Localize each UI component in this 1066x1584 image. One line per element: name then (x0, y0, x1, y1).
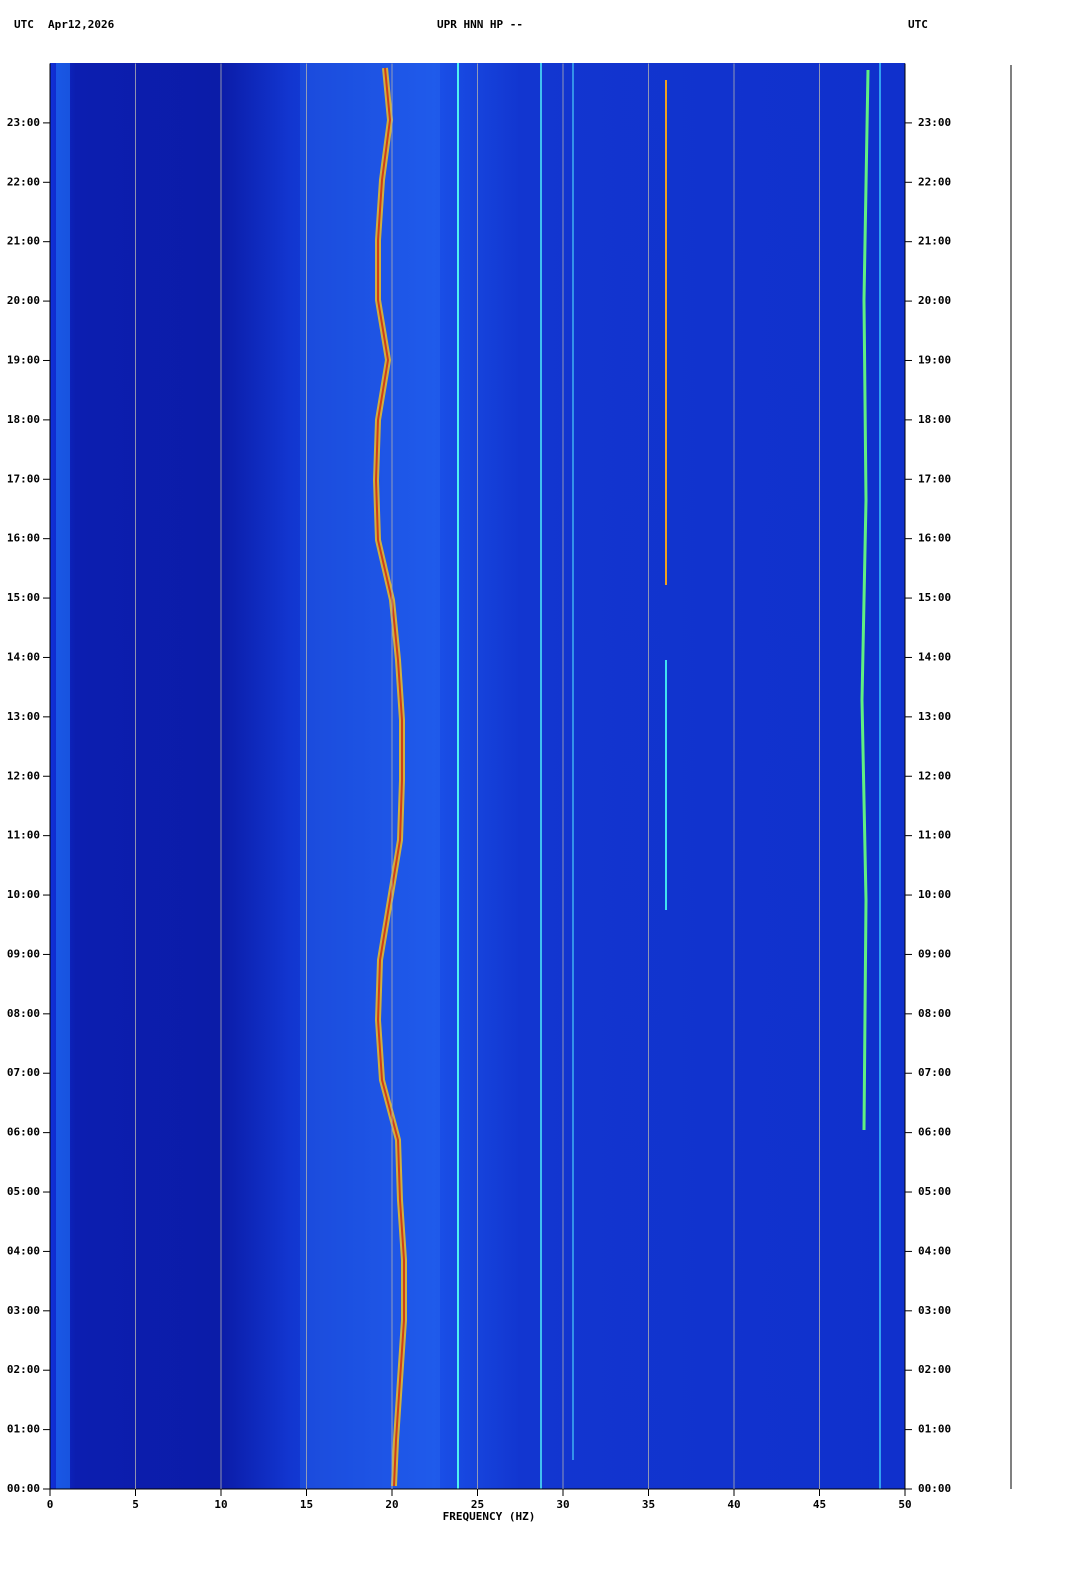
x-tick-label: 40 (727, 1498, 740, 1511)
y-tick-label: 05:00 (7, 1185, 40, 1198)
spectral-band (374, 67, 405, 1487)
x-tick-label: 35 (642, 1498, 655, 1511)
y-tick-label: 01:00 (918, 1423, 951, 1436)
y-tick-label: 03:00 (7, 1304, 40, 1317)
x-tick-label: 25 (471, 1498, 484, 1511)
y-tick-label: 00:00 (7, 1482, 40, 1495)
y-tick-label: 13:00 (918, 710, 951, 723)
x-tick-label: 45 (813, 1498, 826, 1511)
y-tick-label: 18:00 (7, 413, 40, 426)
y-tick-label: 15:00 (918, 591, 951, 604)
y-tick-label: 17:00 (7, 472, 40, 485)
x-tick-label: 50 (898, 1498, 911, 1511)
y-tick-label: 02:00 (7, 1363, 40, 1376)
y-tick-label: 18:00 (918, 413, 951, 426)
y-tick-label: 20:00 (7, 294, 40, 307)
y-tick-label: 15:00 (7, 591, 40, 604)
y-tick-label: 10:00 (918, 888, 951, 901)
y-tick-label: 14:00 (918, 650, 951, 663)
y-tick-label: 08:00 (918, 1007, 951, 1020)
y-tick-label: 19:00 (7, 353, 40, 366)
y-tick-label: 02:00 (918, 1363, 951, 1376)
y-tick-label: 13:00 (7, 710, 40, 723)
x-tick-label: 15 (300, 1498, 313, 1511)
x-tick-label: 30 (556, 1498, 569, 1511)
y-tick-label: 03:00 (918, 1304, 951, 1317)
y-tick-label: 21:00 (7, 235, 40, 248)
spectral-line (860, 69, 870, 1131)
y-tick-label: 10:00 (7, 888, 40, 901)
y-tick-label: 09:00 (7, 947, 40, 960)
y-tick-label: 06:00 (918, 1126, 951, 1139)
y-tick-label: 23:00 (918, 116, 951, 129)
y-tick-label: 20:00 (918, 294, 951, 307)
y-tick-label: 11:00 (918, 829, 951, 842)
y-tick-label: 08:00 (7, 1007, 40, 1020)
x-tick-label: 5 (132, 1498, 139, 1511)
y-tick-label: 14:00 (7, 650, 40, 663)
y-tick-label: 22:00 (918, 175, 951, 188)
y-tick-label: 23:00 (7, 116, 40, 129)
spectral-band (56, 63, 70, 1489)
y-tick-label: 06:00 (7, 1126, 40, 1139)
y-tick-label: 21:00 (918, 235, 951, 248)
date: Apr12,2026 (48, 18, 115, 31)
chart-title: UPR HNN HP -- (437, 18, 523, 31)
y-tick-label: 16:00 (7, 532, 40, 545)
y-tick-label: 11:00 (7, 829, 40, 842)
y-tick-label: 04:00 (918, 1244, 951, 1257)
x-tick-label: 20 (385, 1498, 398, 1511)
y-tick-label: 19:00 (918, 353, 951, 366)
y-tick-label: 17:00 (918, 472, 951, 485)
x-tick-label: 10 (214, 1498, 227, 1511)
y-tick-label: 00:00 (918, 1482, 951, 1495)
y-tick-label: 07:00 (7, 1066, 40, 1079)
x-axis-label: FREQUENCY (HZ) (443, 1510, 536, 1523)
time-zone: UTC (908, 18, 928, 31)
spectral-band (300, 63, 440, 1489)
y-tick-label: 04:00 (7, 1244, 40, 1257)
y-tick-label: 12:00 (7, 769, 40, 782)
y-tick-label: 01:00 (7, 1423, 40, 1436)
y-tick-label: 07:00 (918, 1066, 951, 1079)
y-tick-label: 12:00 (918, 769, 951, 782)
y-tick-label: 16:00 (918, 532, 951, 545)
time-zone: UTC (14, 18, 34, 31)
y-tick-label: 09:00 (918, 947, 951, 960)
x-tick-label: 0 (47, 1498, 54, 1511)
y-tick-label: 22:00 (7, 175, 40, 188)
y-tick-label: 05:00 (918, 1185, 951, 1198)
